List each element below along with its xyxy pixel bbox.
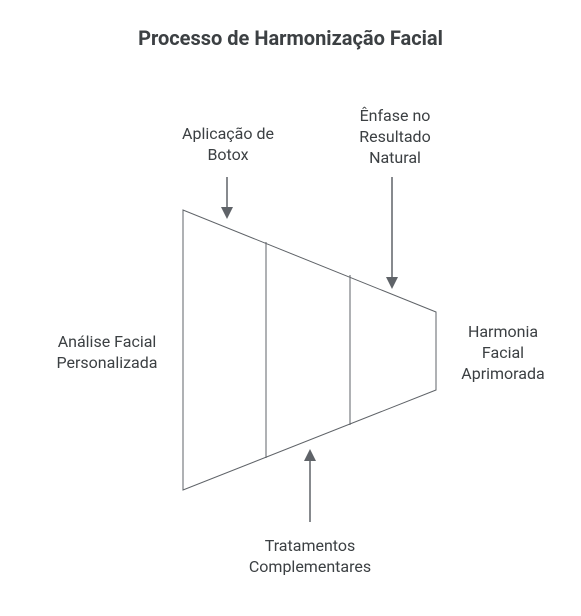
funnel-arrows bbox=[227, 177, 392, 522]
funnel-outline bbox=[183, 210, 436, 490]
funnel-diagram bbox=[0, 0, 581, 616]
funnel-dividers bbox=[266, 242, 350, 458]
